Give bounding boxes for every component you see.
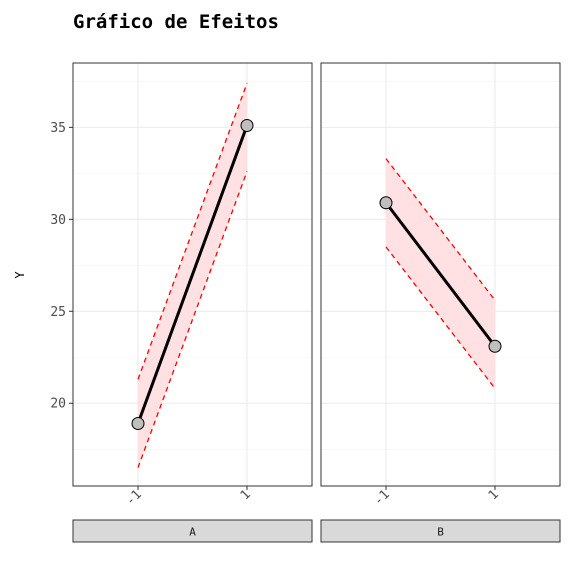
facet-panels: -1 1 A -1 1 B xyxy=(72,62,561,543)
x-tick-label: 1 xyxy=(238,487,254,503)
data-point xyxy=(379,196,393,210)
y-tick-label: 35 xyxy=(50,121,66,136)
facet-strip-label: B xyxy=(437,526,444,539)
y-tick-label: 20 xyxy=(50,397,66,412)
y-tick-label: 30 xyxy=(50,213,66,228)
x-tick-label: -1 xyxy=(371,487,393,509)
upper-bound-line xyxy=(385,158,496,301)
y-axis-ticks: 20 25 30 35 xyxy=(50,121,73,412)
panel-border xyxy=(72,62,313,487)
panel-border xyxy=(320,62,561,487)
lower-bound-line xyxy=(385,246,496,389)
facet-panel-1: -1 1 A xyxy=(72,62,313,543)
lower-bound-line xyxy=(137,171,248,468)
facet-panel-2: -1 1 B xyxy=(320,62,561,543)
y-tick-label: 25 xyxy=(50,305,66,320)
data-point xyxy=(131,416,145,430)
data-point xyxy=(240,119,254,133)
facet-strip xyxy=(320,519,561,543)
effect-line xyxy=(136,125,249,424)
data-point xyxy=(488,339,502,353)
upper-bound-line xyxy=(137,83,248,380)
effect-line xyxy=(384,201,497,348)
chart-title: Gráfico de Efeitos xyxy=(73,11,279,33)
x-tick-label: 1 xyxy=(486,487,502,503)
facet-strip-label: A xyxy=(189,526,196,539)
x-tick-label: -1 xyxy=(123,487,145,509)
facet-strip xyxy=(72,519,313,543)
y-axis-title: Y xyxy=(13,271,27,279)
